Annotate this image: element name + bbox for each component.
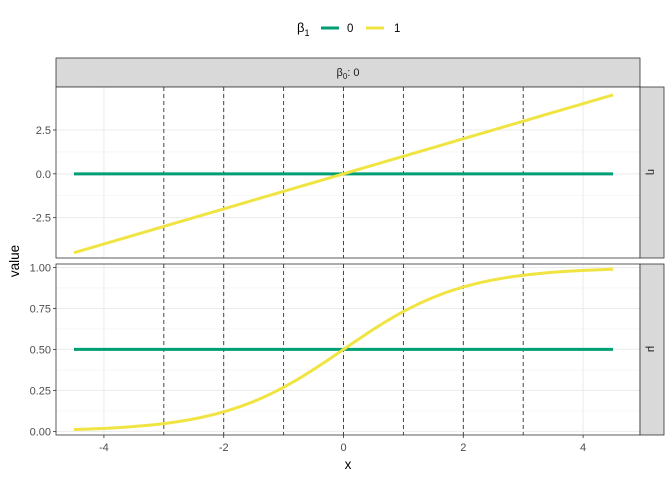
x-tick-label: -2 <box>219 442 229 454</box>
y-tick-label: 0.00 <box>30 426 51 438</box>
panel-mu-row-strip <box>639 263 665 436</box>
y-tick-label: 2.5 <box>36 125 51 137</box>
panel-mu: 0.00 0.25 0.50 0.75 1.00 μ <box>30 262 665 438</box>
x-axis-title: x <box>345 457 352 472</box>
series-line-1 <box>73 267 614 432</box>
legend: β1 0 1 <box>297 20 400 38</box>
x-tick-label: 0 <box>340 442 346 454</box>
y-tick-label: 0.0 <box>36 169 51 181</box>
y-tick-label: 1.00 <box>30 262 51 274</box>
legend-label-0: 0 <box>347 23 353 35</box>
series-line-1 <box>73 93 614 255</box>
legend-label-1: 1 <box>394 23 400 35</box>
panel-eta-y-axis: -2.5 0.0 2.5 <box>32 125 56 225</box>
x-tick-label: 4 <box>580 442 586 454</box>
x-axis: -4 -2 0 2 4 <box>99 435 586 454</box>
y-tick-label: 0.50 <box>30 344 51 356</box>
panel-eta: -2.5 0.0 2.5 η <box>32 86 665 259</box>
panel-eta-row-label: η <box>645 169 657 175</box>
x-tick-label: 2 <box>460 442 466 454</box>
top-strip-label: β0: 0 <box>336 67 359 81</box>
panel-eta-row-strip <box>639 86 665 259</box>
panel-mu-y-axis: 0.00 0.25 0.50 0.75 1.00 <box>30 262 56 438</box>
top-strip: β0: 0 <box>55 57 641 88</box>
legend-title: β1 <box>297 20 310 38</box>
y-tick-label: 0.25 <box>30 385 51 397</box>
top-strip-background <box>55 57 641 88</box>
panel-mu-row-label: μ <box>645 346 657 352</box>
x-tick-label: -4 <box>99 442 109 454</box>
y-tick-label: 0.75 <box>30 303 51 315</box>
y-axis-title: value <box>7 245 22 277</box>
panel-mu-series <box>73 267 614 432</box>
y-tick-label: -2.5 <box>32 213 51 225</box>
panel-eta-series <box>73 93 614 255</box>
